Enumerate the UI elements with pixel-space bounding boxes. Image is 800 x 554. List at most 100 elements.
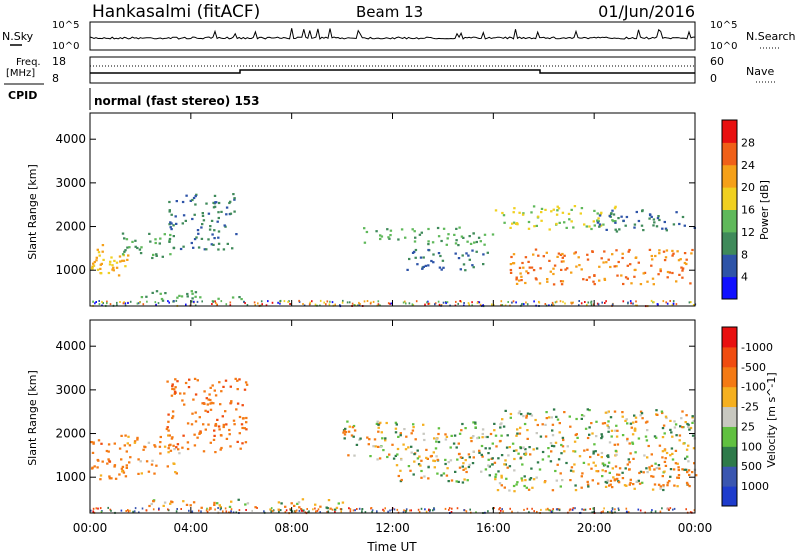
heatmap-cell (596, 219, 599, 222)
heatmap-cell (306, 508, 308, 510)
heatmap-cell (461, 422, 464, 426)
heatmap-cell (229, 301, 232, 304)
heatmap-cell (163, 233, 166, 236)
heatmap-cell (501, 304, 504, 306)
heatmap-cell (387, 302, 390, 305)
heatmap-cell (155, 464, 158, 467)
heatmap-cell (214, 300, 216, 303)
heatmap-cell (229, 445, 232, 448)
heatmap-cell (99, 507, 102, 510)
heatmap-cell (201, 212, 204, 215)
heatmap-cell (487, 452, 490, 455)
heatmap-cell (652, 224, 655, 227)
heatmap-cell (328, 303, 331, 306)
time-tick-label: 16:00 (476, 521, 511, 535)
heatmap-cell (672, 252, 675, 255)
heatmap-cell (169, 253, 172, 256)
heatmap-cell (108, 460, 112, 463)
heatmap-cell (543, 481, 546, 484)
heatmap-cell (580, 417, 583, 420)
heatmap-cell (181, 399, 184, 402)
heatmap-cell (671, 458, 675, 461)
heatmap-cell (99, 478, 102, 481)
heatmap-cell (556, 255, 559, 258)
heatmap-cell (423, 438, 426, 442)
heatmap-cell (415, 300, 418, 303)
heatmap-cell (618, 509, 620, 511)
heatmap-cell (343, 437, 346, 440)
heatmap-cell (245, 416, 248, 420)
heatmap-cell (133, 510, 136, 513)
heatmap-cell (548, 228, 551, 231)
heatmap-cell (209, 225, 212, 228)
heatmap-cell (468, 235, 471, 238)
heatmap-cell (254, 304, 256, 307)
heatmap-cell (108, 477, 112, 480)
freq-panel-frame (89, 56, 696, 84)
heatmap-cell (128, 444, 132, 447)
colorbar-swatch (722, 346, 737, 368)
heatmap-cell (668, 508, 670, 511)
heatmap-cell (206, 403, 209, 406)
heatmap-cell (518, 266, 522, 269)
heatmap-cell (616, 429, 619, 432)
heatmap-cell (222, 385, 225, 388)
heatmap-cell (203, 248, 206, 251)
heatmap-cell (370, 507, 373, 509)
heatmap-cell (527, 272, 530, 275)
heatmap-cell (100, 272, 103, 275)
heatmap-cell (621, 477, 625, 480)
heatmap-cell (604, 302, 606, 304)
heatmap-cell (600, 437, 603, 440)
heatmap-cell (400, 458, 403, 461)
heatmap-cell (440, 239, 443, 243)
heatmap-cell (298, 509, 301, 512)
heatmap-cell (224, 379, 228, 382)
range-tick-label: 4000 (55, 339, 86, 353)
heatmap-cell (142, 448, 145, 451)
heatmap-cell (524, 448, 527, 451)
heatmap-cell (121, 259, 124, 262)
heatmap-cell (416, 263, 419, 266)
heatmap-cell (688, 473, 691, 477)
heatmap-cell (678, 222, 681, 226)
heatmap-cell (269, 508, 272, 511)
heatmap-cell (348, 507, 350, 510)
heatmap-cell (369, 302, 372, 305)
heatmap-cell (646, 280, 649, 283)
heatmap-cell (427, 302, 430, 305)
heatmap-cell (171, 410, 175, 413)
heatmap-cell (428, 302, 431, 305)
heatmap-cell (225, 303, 228, 306)
heatmap-cell (455, 480, 458, 483)
heatmap-cell (674, 449, 678, 452)
heatmap-cell (681, 276, 684, 279)
heatmap-cell (614, 508, 616, 511)
heatmap-cell (340, 508, 343, 511)
heatmap-cell (233, 198, 236, 201)
heatmap-cell (192, 501, 196, 504)
heatmap-cell (125, 464, 128, 467)
heatmap-cell (513, 490, 516, 493)
heatmap-cell (641, 481, 644, 484)
heatmap-cell (263, 510, 265, 513)
heatmap-cell (314, 507, 316, 510)
heatmap-cell (491, 303, 493, 306)
heatmap-cell (405, 508, 408, 511)
heatmap-cell (170, 228, 173, 231)
heatmap-cell (578, 304, 580, 307)
heatmap-cell (372, 445, 375, 448)
heatmap-cell (534, 418, 537, 422)
heatmap-cell (471, 264, 474, 267)
heatmap-cell (597, 303, 600, 306)
heatmap-cell (645, 439, 649, 442)
heatmap-cell (687, 460, 690, 463)
heatmap-cell (399, 434, 402, 437)
heatmap-cell (155, 290, 159, 293)
heatmap-cell (187, 386, 191, 389)
heatmap-cell (379, 421, 382, 424)
heatmap-cell (551, 423, 555, 426)
heatmap-cell (655, 436, 658, 439)
heatmap-cell (573, 205, 577, 208)
heatmap-cell (390, 302, 393, 305)
